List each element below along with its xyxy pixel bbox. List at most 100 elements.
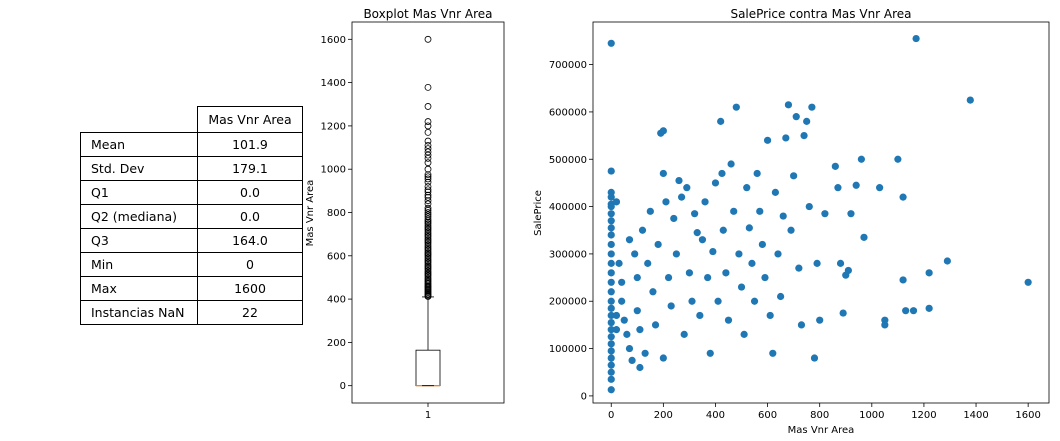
scatter-point bbox=[638, 226, 647, 234]
scatter-point bbox=[748, 259, 756, 267]
boxplot-outlier bbox=[424, 269, 432, 277]
scatter-point bbox=[722, 269, 730, 277]
boxplot-y-axis-label: Mas Vnr Area bbox=[305, 180, 316, 247]
scatter-point bbox=[618, 278, 626, 286]
boxplot-box bbox=[415, 349, 441, 387]
scatter-point bbox=[651, 321, 660, 329]
table-row: Instancias NaN 22 bbox=[80, 300, 303, 325]
boxplot-outlier bbox=[424, 261, 432, 268]
scatter-point bbox=[782, 134, 790, 142]
scatter-point bbox=[623, 330, 631, 338]
boxplot-outlier bbox=[424, 236, 432, 244]
boxplot-outlier bbox=[424, 186, 432, 194]
boxplot-outlier bbox=[424, 141, 432, 149]
boxplot-y-tick-label: 400 bbox=[327, 295, 346, 306]
scatter-point bbox=[795, 264, 803, 272]
scatter-point bbox=[628, 356, 636, 365]
boxplot-outlier bbox=[424, 211, 432, 219]
table-row: Q2 (mediana) 0.0 bbox=[80, 204, 303, 229]
scatter-y-tick-label: 400000 bbox=[549, 202, 587, 213]
scatter-point bbox=[667, 302, 675, 310]
scatter-point bbox=[607, 311, 615, 320]
scatter-y-tick-label: 300000 bbox=[549, 249, 587, 260]
scatter-y-tick-label: 500000 bbox=[549, 155, 587, 166]
boxplot-outlier bbox=[424, 145, 432, 153]
scatter-point bbox=[750, 297, 759, 305]
boxplot-outlier bbox=[424, 183, 432, 190]
scatter-point bbox=[844, 266, 852, 275]
scatter-point bbox=[810, 354, 819, 362]
scatter-point bbox=[607, 193, 615, 201]
scatter-point bbox=[691, 210, 699, 218]
scatter-point bbox=[839, 309, 847, 317]
boxplot-panel: Boxplot Mas Vnr Area Mas Vnr Area 0 200 40… bbox=[305, 7, 505, 421]
scatter-point bbox=[902, 307, 910, 315]
boxplot-outlier bbox=[424, 35, 432, 43]
scatter-point bbox=[607, 269, 615, 277]
scatter-point bbox=[625, 236, 634, 244]
row-label: Min bbox=[80, 252, 198, 277]
scatter-point bbox=[797, 321, 806, 329]
scatter-y-tick-label: 100000 bbox=[549, 344, 587, 355]
scatter-x-tick-label: 1600 bbox=[1015, 410, 1040, 421]
scatter-axes-frame bbox=[592, 21, 1050, 404]
boxplot-outlier bbox=[424, 188, 432, 196]
scatter-point bbox=[607, 326, 615, 334]
scatter-point bbox=[607, 297, 615, 305]
boxplot-y-tick-label: 0 bbox=[340, 381, 346, 392]
boxplot-outlier bbox=[424, 118, 432, 125]
boxplot-outlier bbox=[424, 175, 432, 183]
boxplot-outlier bbox=[424, 249, 432, 257]
scatter-point bbox=[654, 240, 662, 249]
boxplot-outlier bbox=[424, 197, 432, 204]
scatter-point bbox=[787, 226, 795, 234]
boxplot-y-tick-label: 1000 bbox=[321, 165, 346, 176]
scatter-point bbox=[685, 269, 694, 277]
scatter-point bbox=[664, 273, 673, 282]
scatter-point bbox=[659, 127, 667, 135]
boxplot-y-tick-label: 1200 bbox=[321, 121, 346, 132]
boxplot-outlier bbox=[424, 165, 432, 173]
boxplot-outlier bbox=[424, 178, 432, 186]
scatter-point bbox=[732, 103, 740, 111]
scatter-point bbox=[943, 257, 951, 265]
scatter-point bbox=[777, 292, 785, 301]
scatter-y-tick-label: 700000 bbox=[549, 60, 587, 71]
scatter-y-tick-label: 0 bbox=[581, 391, 587, 402]
scatter-point bbox=[925, 304, 933, 312]
scatter-point bbox=[633, 273, 641, 282]
scatter-point bbox=[730, 207, 738, 215]
boxplot-outlier bbox=[424, 254, 432, 262]
boxplot-axes-frame bbox=[351, 21, 505, 404]
scatter-point bbox=[724, 316, 733, 324]
scatter-point bbox=[779, 212, 787, 220]
scatter-point bbox=[813, 259, 821, 267]
scatter-point bbox=[717, 117, 725, 125]
boxplot-outlier bbox=[424, 159, 432, 167]
scatter-point bbox=[607, 318, 615, 327]
boxplot-outlier bbox=[424, 235, 432, 242]
scatter-point bbox=[771, 188, 780, 196]
scatter-point bbox=[698, 236, 707, 244]
scatter-point bbox=[620, 316, 628, 324]
scatter-point bbox=[808, 103, 816, 111]
table-row: Q3 164.0 bbox=[80, 228, 303, 253]
scatter-x-tick-label: 0 bbox=[608, 410, 614, 421]
boxplot-outlier bbox=[424, 206, 432, 214]
boxplot-outlier bbox=[424, 275, 432, 283]
scatter-point bbox=[966, 96, 974, 104]
row-value: 0.0 bbox=[197, 180, 303, 205]
scatter-point bbox=[618, 297, 626, 305]
scatter-panel: SalePrice contra Mas Vnr Area Mas Vnr Ar… bbox=[533, 7, 1050, 436]
scatter-point bbox=[727, 160, 735, 168]
boxplot-outlier bbox=[424, 83, 432, 91]
scatter-point bbox=[696, 311, 704, 320]
boxplot-title: Boxplot Mas Vnr Area bbox=[363, 7, 492, 21]
row-value: 164.0 bbox=[197, 228, 303, 253]
scatter-point bbox=[792, 113, 800, 121]
scatter-point bbox=[857, 155, 865, 163]
scatter-point bbox=[836, 259, 845, 267]
scatter-point bbox=[659, 169, 667, 178]
scatter-point bbox=[607, 250, 615, 258]
boxplot-y-tick-label: 200 bbox=[327, 338, 346, 349]
